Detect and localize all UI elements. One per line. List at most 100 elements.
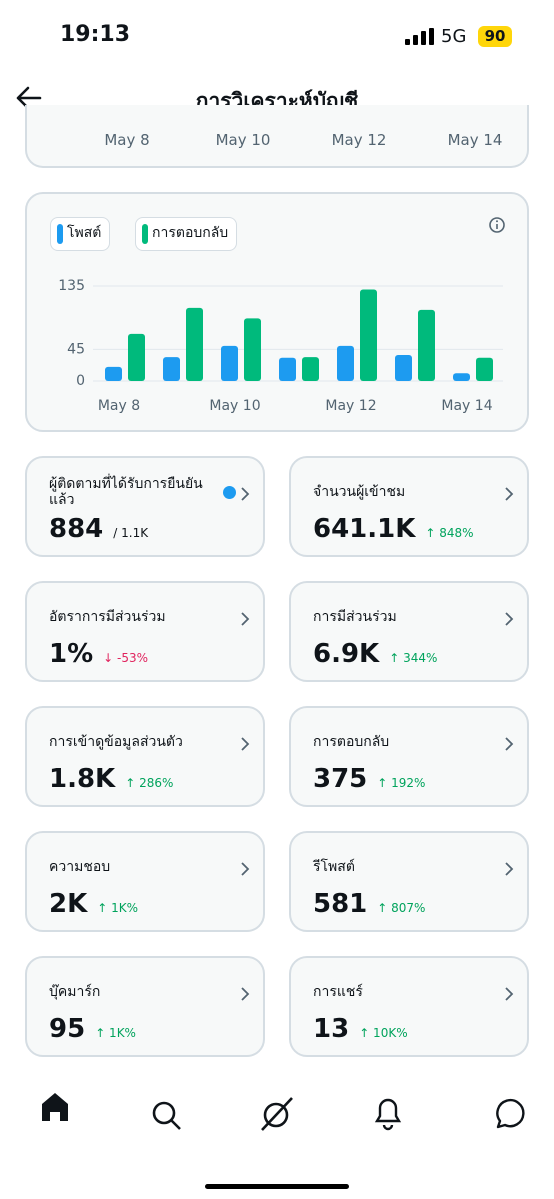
metric-value-text: 2K — [49, 889, 88, 919]
metric-value: 375 ↑ 192% — [313, 764, 425, 794]
metric-value: 95 ↑ 1K% — [49, 1014, 136, 1044]
metric-detail: ↑ 1K% — [95, 1026, 136, 1040]
metric-title: ผู้ติดตามที่ได้รับการยืนยันแล้ว — [49, 476, 203, 508]
bar — [163, 357, 180, 381]
metric-title: การแชร์ — [313, 984, 363, 1000]
metric-card[interactable]: ความชอบ 2K ↑ 1K% — [25, 831, 265, 932]
x-tick-label: May 10 — [215, 131, 271, 149]
chart: 0 45 135 May 8 May 10 May 12 May 14 — [58, 278, 503, 414]
metric-value: 13 ↑ 10K% — [313, 1014, 408, 1044]
bar — [302, 357, 319, 381]
bar — [128, 333, 145, 381]
bottom-nav — [42, 1093, 525, 1131]
metric-value-text: 1% — [49, 639, 94, 669]
legend-item[interactable]: โพสต์ — [50, 217, 111, 251]
network-label: 5G — [441, 26, 467, 47]
metric-value: 884 / 1.1K — [49, 514, 148, 544]
chevron — [505, 987, 514, 1001]
chevron — [241, 612, 250, 626]
metric-title: การตอบกลับ — [313, 734, 390, 750]
nav-grok[interactable] — [261, 1097, 293, 1131]
signal-icon — [405, 28, 434, 45]
metric-card[interactable]: การมีส่วนร่วม 6.9K ↑ 344% — [289, 581, 529, 682]
bar — [395, 354, 412, 381]
metric-card[interactable]: การแชร์ 13 ↑ 10K% — [289, 956, 529, 1057]
previous-chart-card: May 8 May 10 May 12 May 14 — [25, 105, 529, 168]
bar — [337, 345, 354, 381]
x-tick-label: May 12 — [331, 131, 387, 149]
x-tick-label: May 8 — [98, 398, 140, 414]
bar — [221, 345, 238, 381]
legend-swatch — [142, 224, 148, 244]
metric-title: ความชอบ — [49, 859, 111, 875]
status-time: 19:13 — [60, 22, 131, 47]
bar — [186, 307, 203, 381]
metric-value-text: 95 — [49, 1014, 86, 1044]
metric-detail: ↑ 807% — [377, 901, 426, 915]
metric-title: การเข้าดูข้อมูลส่วนตัว — [49, 734, 183, 750]
info-icon[interactable] — [488, 216, 506, 234]
metric-detail: ↑ 10K% — [359, 1026, 408, 1040]
nav-notifications[interactable] — [374, 1098, 402, 1131]
chevron — [505, 487, 514, 501]
metric-value-text: 6.9K — [313, 639, 380, 669]
metric-value-text: 375 — [313, 764, 368, 794]
metric-value: 1% ↓ -53% — [49, 639, 148, 669]
metric-detail: / 1.1K — [113, 526, 149, 540]
metric-value: 6.9K ↑ 344% — [313, 639, 437, 669]
bar — [418, 309, 435, 381]
metric-title: การมีส่วนร่วม — [313, 609, 397, 625]
metric-detail: ↑ 344% — [389, 651, 438, 665]
metric-detail: ↑ 286% — [125, 776, 174, 790]
metric-title: จำนวนผู้เข้าชม — [313, 484, 406, 500]
metric-value-text: 641.1K — [313, 514, 416, 544]
x-tick-label: May 10 — [209, 398, 260, 414]
bar — [279, 357, 296, 381]
nav-home[interactable] — [42, 1093, 68, 1121]
chevron — [505, 612, 514, 626]
metric-card[interactable]: จำนวนผู้เข้าชม 641.1K ↑ 848% — [289, 456, 529, 557]
chevron — [241, 487, 250, 501]
y-tick-label: 0 — [76, 373, 85, 389]
metric-title: อัตราการมีส่วนร่วม — [49, 609, 166, 625]
legend-label: การตอบกลับ — [152, 225, 229, 241]
metric-detail: ↓ -53% — [103, 651, 149, 665]
x-tick-label: May 14 — [447, 131, 503, 149]
metric-value-text: 884 — [49, 514, 104, 544]
x-tick-label: May 12 — [325, 398, 376, 414]
chevron — [505, 737, 514, 751]
legend-swatch — [57, 224, 63, 244]
metric-title: บุ๊คมาร์ก — [49, 984, 101, 1000]
chevron — [241, 862, 250, 876]
metric-card[interactable]: ผู้ติดตามที่ได้รับการยืนยันแล้ว 884 / 1.1K — [25, 456, 265, 557]
metric-value: 581 ↑ 807% — [313, 889, 425, 919]
chevron — [241, 987, 250, 1001]
metric-detail: ↑ 1K% — [97, 901, 139, 915]
metric-card[interactable]: รีโพสต์ 581 ↑ 807% — [289, 831, 529, 932]
legend-label: โพสต์ — [67, 225, 102, 241]
metric-value: 641.1K ↑ 848% — [313, 514, 474, 544]
chevron — [241, 737, 250, 751]
metric-title: รีโพสต์ — [313, 859, 355, 875]
back-button[interactable] — [14, 84, 44, 112]
metric-card[interactable]: การตอบกลับ 375 ↑ 192% — [289, 706, 529, 807]
bar — [105, 366, 122, 381]
home-indicator — [205, 1184, 349, 1189]
bar — [476, 357, 493, 381]
metric-value-text: 13 — [313, 1014, 350, 1044]
nav-search[interactable] — [152, 1101, 181, 1130]
bar — [244, 318, 261, 381]
legend-item[interactable]: การตอบกลับ — [135, 217, 238, 251]
metric-card[interactable]: บุ๊คมาร์ก 95 ↑ 1K% — [25, 956, 265, 1057]
bar — [453, 373, 470, 381]
x-tick-label: May 8 — [104, 131, 150, 149]
metric-value-text: 581 — [313, 889, 368, 919]
metric-value-text: 1.8K — [49, 764, 116, 794]
metric-card[interactable]: การเข้าดูข้อมูลส่วนตัว 1.8K ↑ 286% — [25, 706, 265, 807]
metric-card[interactable]: อัตราการมีส่วนร่วม 1% ↓ -53% — [25, 581, 265, 682]
metric-detail: ↑ 192% — [377, 776, 426, 790]
x-tick-label: May 14 — [441, 398, 492, 414]
nav-messages[interactable] — [496, 1098, 525, 1129]
chevron — [505, 862, 514, 876]
